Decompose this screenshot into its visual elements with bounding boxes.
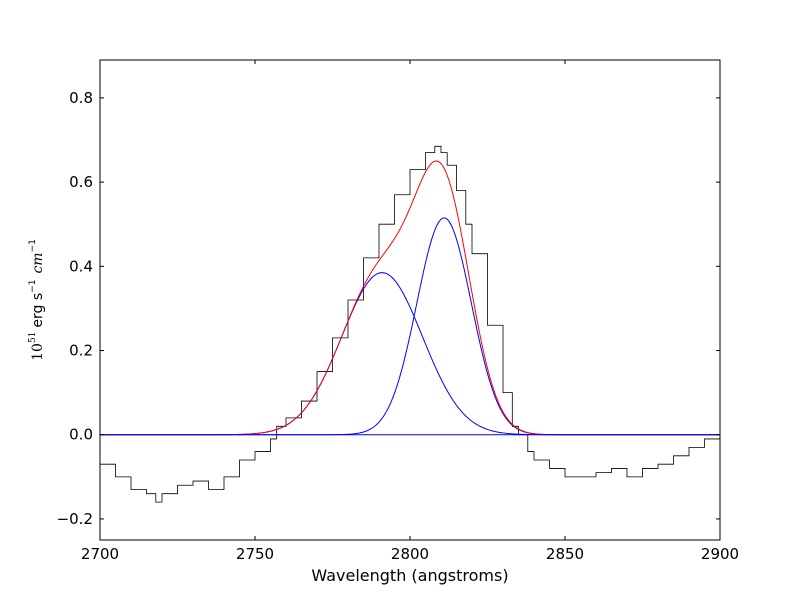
y-label-units-exponent: −1 [28, 280, 38, 293]
x-tick-label: 2850 [546, 545, 584, 563]
y-label-cm: cm [30, 252, 46, 273]
y-tick-label: 0.8 [69, 89, 93, 107]
y-tick-label: 0.4 [69, 257, 93, 275]
x-axis-label: Wavelength (angstroms) [311, 566, 508, 585]
spectrum-line [100, 145, 721, 503]
axis-ticks: 2700 2750 2800 2850 2900 −0.2 0.0 0.2 0.4 0.6 0.8 [57, 60, 739, 563]
y-tick-label: 0.6 [69, 173, 93, 191]
y-label-cm-exponent: −1 [28, 239, 38, 252]
plot-frame [99, 59, 721, 541]
y-tick-label: −0.2 [57, 510, 93, 528]
y-tick-label: 0.0 [69, 426, 93, 444]
y-label-base: 10 [30, 343, 46, 361]
plot-area [100, 145, 721, 503]
x-tick-label: 2900 [701, 545, 739, 563]
y-tick-label: 0.2 [69, 342, 93, 360]
y-label-units: erg s [30, 293, 46, 328]
x-tick-label: 2800 [391, 545, 429, 563]
y-label-exponent: 51 [28, 332, 38, 343]
x-tick-label: 2750 [236, 545, 274, 563]
x-tick-label: 2700 [81, 545, 119, 563]
y-axis-label: 1051erg s−1cm−1 [28, 239, 46, 361]
